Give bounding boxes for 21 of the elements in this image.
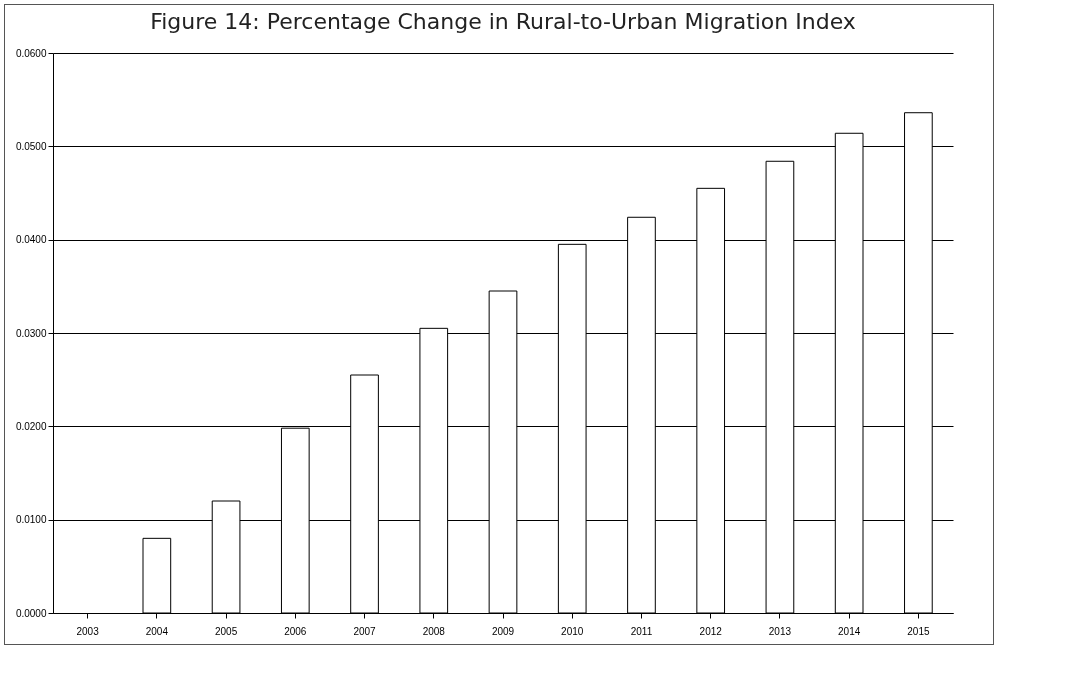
y-tick-label: 0.0400 bbox=[15, 234, 47, 246]
y-tick-label: 0.0200 bbox=[15, 420, 47, 432]
x-tick-label: 2009 bbox=[491, 625, 515, 637]
x-tick-label: 2014 bbox=[838, 625, 861, 637]
y-tick-label: 0.0500 bbox=[15, 140, 47, 152]
x-tick-label: 2006 bbox=[284, 625, 307, 637]
x-tick-label: 2008 bbox=[422, 625, 446, 637]
x-tick-label: 2013 bbox=[768, 625, 792, 637]
y-tick-label: 0.0600 bbox=[15, 47, 47, 59]
x-tick-label: 2005 bbox=[214, 625, 238, 637]
y-tick-label: 0.0000 bbox=[15, 607, 47, 619]
x-tick-label: 2010 bbox=[561, 625, 584, 637]
x-tick-label: 2011 bbox=[630, 625, 653, 637]
x-tick-label: 2012 bbox=[699, 625, 723, 637]
x-tick-label: 2004 bbox=[145, 625, 169, 637]
y-tick-label: 0.0100 bbox=[15, 514, 47, 526]
x-tick-label: 2015 bbox=[907, 625, 930, 637]
chart-title: Figure 14: Percentage Change in Rural-to-Urban Migration Index bbox=[150, 9, 856, 34]
x-tick-label: 2003 bbox=[76, 625, 100, 637]
y-tick-label: 0.0300 bbox=[15, 327, 47, 339]
x-tick-label: 2007 bbox=[353, 625, 377, 637]
